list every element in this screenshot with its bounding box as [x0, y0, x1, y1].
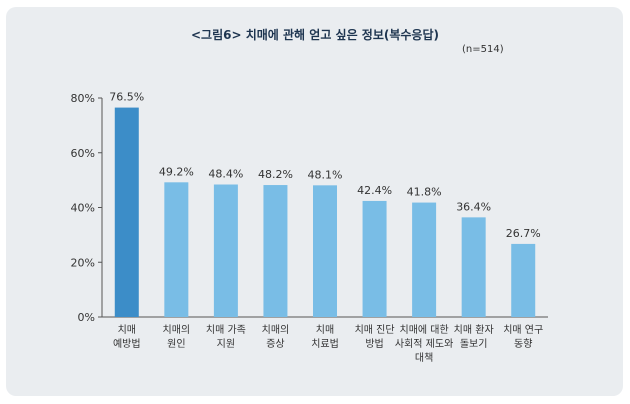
chart-title: <그림6> 치매에 관해 얻고 싶은 정보(복수응답) [191, 28, 439, 42]
y-tick-label: 40% [71, 202, 95, 215]
bar [362, 200, 387, 317]
value-label: 48.1% [308, 168, 343, 181]
value-label: 49.2% [159, 165, 194, 178]
bar [412, 202, 437, 317]
category-label: 치매 진단 방법 [355, 324, 395, 350]
y-tick-label: 0% [78, 311, 95, 324]
category-label: 치매 치료법 [311, 324, 339, 350]
chart-subtitle: (n=514) [462, 44, 504, 55]
value-label: 26.7% [506, 227, 541, 240]
category-label: 치매의 원인 [163, 324, 191, 350]
y-tick-label: 80% [71, 92, 95, 105]
value-label: 48.4% [208, 168, 243, 181]
bar [114, 107, 139, 317]
bar [461, 217, 486, 317]
category-label: 치매 환자 돌보기 [454, 324, 494, 350]
value-label: 36.4% [456, 200, 491, 213]
value-label: 41.8% [407, 186, 442, 199]
bar [213, 184, 238, 317]
category-label: 치매 가족 지원 [206, 324, 246, 350]
category-label: 치매 예방법 [113, 324, 141, 350]
category-label: 치매 연구 동향 [503, 324, 543, 350]
bar [511, 243, 536, 317]
bar [313, 185, 337, 317]
bar [164, 182, 189, 317]
y-tick-label: 20% [71, 256, 95, 269]
y-tick-label: 60% [71, 147, 95, 160]
bar [263, 185, 288, 317]
value-label: 76.5% [109, 91, 144, 104]
value-label: 48.2% [258, 168, 293, 181]
category-label: 치매의 증상 [262, 324, 290, 350]
category-label: 치매에 대한 사회적 제도와 대책 [395, 324, 453, 364]
value-label: 42.4% [357, 184, 392, 197]
